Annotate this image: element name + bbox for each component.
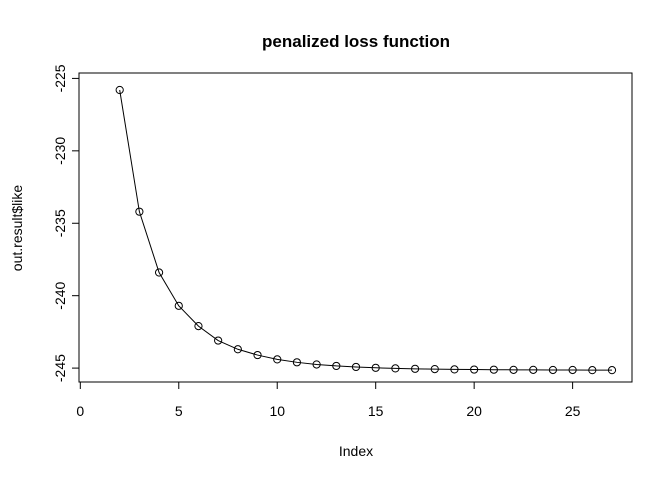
x-tick-label: 0 <box>76 403 84 419</box>
data-point <box>351 362 361 372</box>
data-point <box>371 363 380 372</box>
data-point <box>292 358 302 367</box>
y-tick-label: -240 <box>52 281 68 309</box>
x-tick-label: 20 <box>466 403 482 419</box>
x-tick-label: 25 <box>565 403 581 419</box>
chart-title: penalized loss function <box>262 32 450 51</box>
y-tick-label: -245 <box>52 354 68 382</box>
data-point <box>391 364 400 373</box>
data-point <box>135 207 144 216</box>
y-axis-label: out.result$like <box>9 185 25 272</box>
data-point <box>410 364 420 373</box>
x-axis: 0 5 10 15 20 25 <box>76 381 581 419</box>
x-tick-label: 10 <box>269 403 285 419</box>
data-point <box>470 365 479 374</box>
data-point <box>194 321 203 331</box>
x-tick-label: 15 <box>368 403 384 419</box>
data-point <box>174 301 183 310</box>
x-axis-label: Index <box>339 443 373 459</box>
data-point <box>332 361 341 371</box>
data-point <box>233 345 242 354</box>
x-tick-label: 5 <box>175 403 183 419</box>
plot-frame <box>78 72 633 383</box>
data-point <box>273 355 282 364</box>
data-point <box>548 365 558 375</box>
y-tick-label: -225 <box>52 64 68 92</box>
data-point <box>607 366 617 375</box>
data-point <box>115 85 124 95</box>
data-point <box>529 365 538 374</box>
data-point <box>253 350 262 360</box>
data-point <box>509 365 518 374</box>
y-axis: -225 -230 -235 -240 -245 <box>52 64 80 382</box>
data-point <box>312 360 321 369</box>
data-point <box>568 365 577 375</box>
data-point <box>450 365 459 374</box>
data-point <box>489 365 498 374</box>
data-point <box>214 336 223 345</box>
y-tick-label: -235 <box>52 209 68 237</box>
data-point <box>588 366 597 375</box>
series-line <box>119 89 612 371</box>
data-points <box>115 85 617 375</box>
y-tick-label: -230 <box>52 137 68 165</box>
data-point <box>430 365 439 374</box>
data-point <box>154 268 164 277</box>
